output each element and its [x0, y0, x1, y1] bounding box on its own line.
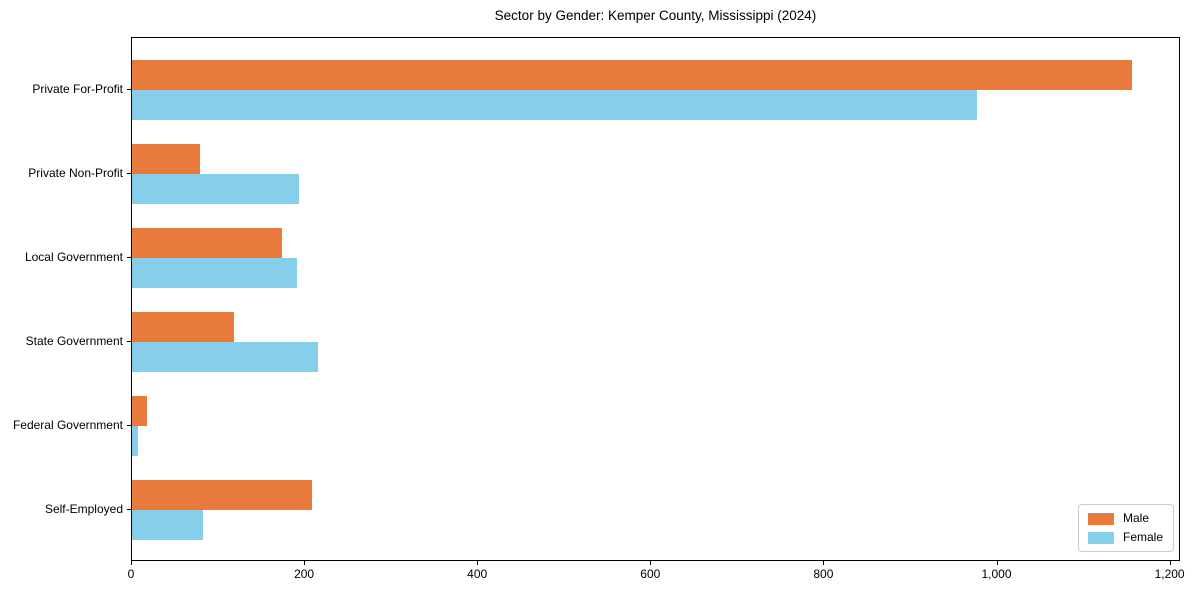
bar-male-local-government	[132, 227, 282, 258]
plot-area: Male Female	[131, 37, 1180, 561]
x-tick-label-200: 200	[294, 567, 315, 581]
bar-male-private-for-profit	[132, 59, 1132, 90]
x-tick-label-1-000: 1,000	[981, 567, 1012, 581]
y-tick-label-state-government: State Government	[25, 333, 123, 348]
y-tick-mark	[127, 340, 131, 342]
x-tick-label-400: 400	[467, 567, 488, 581]
x-tick-label-800: 800	[813, 567, 834, 581]
bar-male-state-government	[132, 311, 235, 342]
legend-swatch-male	[1087, 512, 1114, 525]
bar-male-private-non-profit	[132, 143, 201, 174]
legend-item-male: Male	[1087, 511, 1163, 525]
bar-female-private-non-profit	[132, 173, 299, 204]
y-tick-label-self-employed: Self-Employed	[44, 501, 123, 516]
legend: Male Female	[1077, 504, 1174, 552]
legend-label-female: Female	[1122, 530, 1163, 544]
legend-label-male: Male	[1122, 511, 1149, 525]
y-tick-mark	[127, 508, 131, 510]
x-tick-label-0: 0	[127, 567, 135, 581]
x-tick-mark	[650, 561, 652, 565]
bar-male-federal-government	[132, 395, 147, 426]
x-tick-mark	[823, 561, 825, 565]
bar-female-state-government	[132, 341, 319, 372]
y-tick-label-federal-government: Federal Government	[12, 417, 123, 432]
legend-swatch-female	[1087, 531, 1114, 544]
bar-female-federal-government	[132, 425, 139, 456]
y-tick-label-private-for-profit: Private For-Profit	[32, 81, 123, 96]
y-tick-mark	[127, 424, 131, 426]
x-tick-mark	[304, 561, 306, 565]
y-tick-mark	[127, 88, 131, 90]
y-tick-label-private-non-profit: Private Non-Profit	[28, 165, 123, 180]
x-tick-mark	[131, 561, 132, 565]
x-tick-label-600: 600	[640, 567, 661, 581]
x-tick-mark	[477, 561, 479, 565]
y-tick-mark	[127, 256, 131, 258]
y-tick-label-local-government: Local Government	[24, 249, 123, 264]
x-tick-mark	[1169, 561, 1171, 565]
bar-female-self-employed	[132, 509, 203, 540]
legend-item-female: Female	[1087, 530, 1163, 544]
x-tick-label-1-200: 1,200	[1154, 567, 1185, 581]
bar-female-local-government	[132, 257, 298, 288]
y-tick-mark	[127, 172, 131, 174]
bar-male-self-employed	[132, 479, 312, 510]
x-tick-mark	[996, 561, 998, 565]
bar-female-private-for-profit	[132, 89, 977, 120]
chart-title: Sector by Gender: Kemper County, Mississ…	[494, 8, 817, 23]
